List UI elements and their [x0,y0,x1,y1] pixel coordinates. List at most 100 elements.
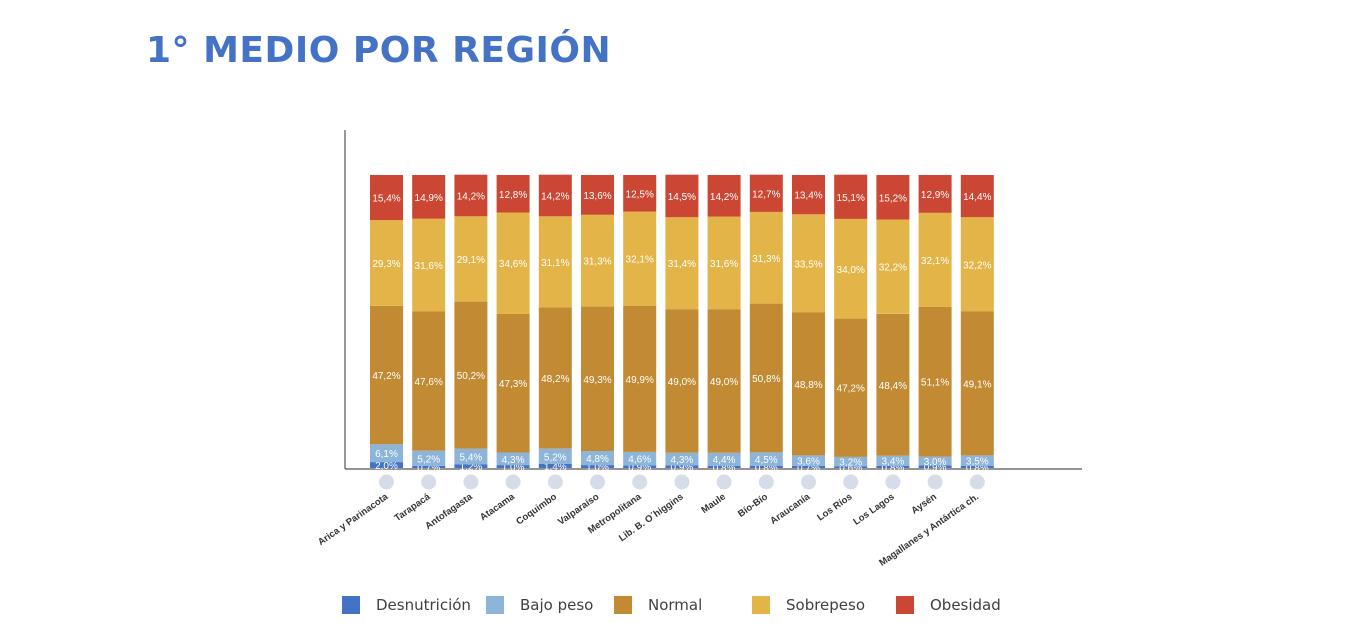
category-marker [379,474,394,490]
bar-segment [665,452,699,466]
x-tick-label: Tarapacá [393,491,433,524]
bar-segment [412,450,446,466]
data-label: 29,3% [372,259,400,270]
bars-layer: 2,0%6,1%47,2%29,3%15,4%0,7%5,2%47,6%31,6… [370,174,994,474]
legend: Desnutrición Bajo peso Normal Sobrepeso Obes… [342,596,1022,620]
category-marker [590,474,605,490]
data-label: 48,2% [541,374,569,385]
bar-segment [834,219,868,319]
bar-segment [581,306,614,451]
bar-segment [538,174,572,217]
legend-label: Bajo peso [520,596,594,614]
bar-segment [960,455,994,466]
bar-segment [412,175,446,219]
bar-segment [412,465,446,468]
data-label: 0,8% [966,463,989,474]
bar-segment [918,456,952,466]
bar-segment [876,313,910,456]
legend-item: Obesidad [896,596,1001,614]
bar-segment [496,465,530,468]
legend-item: Desnutrición [342,596,471,614]
data-label: 32,2% [879,263,907,274]
data-label: 49,1% [963,380,991,391]
data-label: 47,2% [372,371,400,382]
bar-segment [918,306,952,457]
data-label: 0,8% [713,463,736,474]
bar-segment [834,318,868,457]
bar-segment [454,174,488,217]
x-tick-label: Los Lagos [851,491,896,527]
data-label: 31,4% [668,259,696,270]
data-label: 51,1% [921,378,949,389]
data-label: 49,3% [583,375,611,386]
bar-segment [538,216,572,308]
data-label: 15,1% [837,193,865,204]
bar-segment [876,175,910,220]
bar-segment [792,312,825,456]
data-label: 1,0% [586,463,609,474]
bar-segment [454,216,488,302]
legend-label: Normal [648,596,703,614]
bar-segment [623,211,657,306]
bar-segment [496,313,530,453]
data-label: 49,9% [626,375,654,386]
data-label: 5,2% [544,452,567,463]
data-label: 31,1% [541,258,569,269]
bar-segment [623,305,657,452]
data-label: 47,3% [499,379,527,390]
data-label: 47,6% [415,377,443,388]
bar-segment [370,462,403,468]
bar-segment [538,463,572,468]
x-tick-label: Antofagasta [423,491,475,532]
data-label: 33,5% [794,259,822,270]
x-tick-label: Atacama [478,491,517,523]
data-label: 12,5% [626,189,654,200]
data-label: 29,1% [457,255,485,266]
bar-segment [370,444,403,463]
category-marker [801,474,816,490]
data-label: 14,4% [963,192,991,203]
bar-segment [707,452,741,466]
data-label: 13,4% [794,191,822,202]
bar-segment [707,465,741,468]
data-label: 4,4% [713,455,736,466]
data-label: 34,0% [837,265,865,276]
data-label: 14,2% [541,192,569,203]
data-label: 1,0% [502,463,525,474]
data-label: 0,9% [671,463,694,474]
data-label: 3,2% [839,458,862,469]
bar-segment [876,455,910,466]
x-tick-label: Araucanía [768,491,813,527]
bar-segment [918,175,952,213]
data-label: 0,9% [924,463,947,474]
data-label: 0,8% [755,463,778,474]
x-tick-label: Coquimbo [514,491,559,527]
bar-segment [707,175,741,217]
category-marker [716,474,732,490]
bar-segment [412,311,446,451]
x-tick-label: Maule [699,491,727,515]
category-marker [674,474,690,490]
category-markers [379,474,985,490]
bar-segment [665,465,699,468]
data-label: 14,9% [415,193,443,204]
data-label: 15,2% [879,193,907,204]
bar-segment [623,465,657,468]
data-label: 32,1% [626,255,654,266]
bar-segment [749,465,783,468]
legend-swatch [342,596,360,614]
data-label: 15,4% [372,194,400,205]
category-marker [843,474,859,490]
category-marker [632,474,648,490]
legend-label: Sobrepeso [786,596,866,614]
data-label: 48,4% [879,381,907,392]
bar-segment [918,465,952,468]
data-label: 31,3% [583,257,611,268]
category-marker [547,474,563,490]
data-label: 2,0% [375,461,398,472]
bar-segment [581,451,614,466]
legend-label: Obesidad [930,596,1001,614]
data-label: 31,6% [415,261,443,272]
data-label: 3,6% [797,457,820,468]
